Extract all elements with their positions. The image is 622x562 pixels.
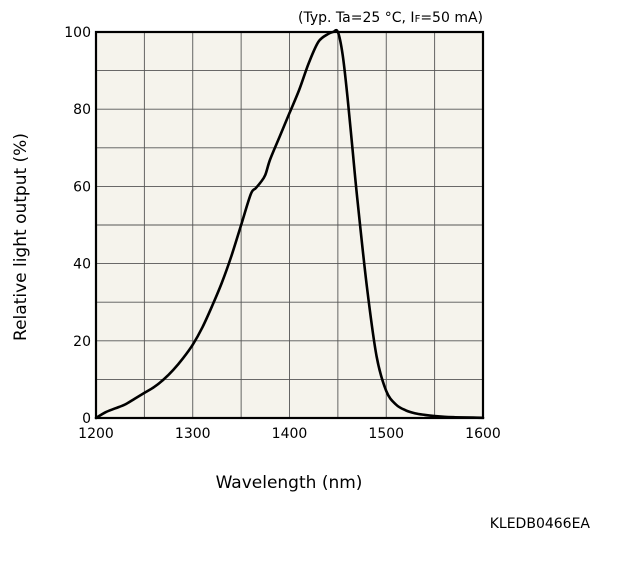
- y-tick-label: 80: [73, 102, 91, 118]
- grid-lines: [96, 32, 483, 418]
- x-tick-label: 1200: [78, 426, 114, 442]
- x-axis-ticks: 1200 1300 1400 1500 1600: [78, 426, 501, 442]
- figure-code: KLEDB0466EA: [490, 516, 591, 532]
- y-axis-title: Relative light output (%): [11, 133, 31, 341]
- x-tick-label: 1400: [272, 426, 308, 442]
- y-tick-label: 20: [73, 334, 91, 350]
- x-tick-label: 1500: [368, 426, 404, 442]
- x-tick-label: 1300: [175, 426, 211, 442]
- x-tick-label: 1600: [465, 426, 501, 442]
- condition-note: (Typ. Ta=25 °C, IF=50 mA): [298, 10, 483, 26]
- plot-frame: [94, 30, 485, 420]
- x-axis-title: Wavelength (nm): [216, 473, 363, 493]
- series-line-relative-output: [94, 28, 485, 420]
- y-axis-ticks: 0 20 40 60 80 100: [64, 25, 91, 427]
- y-tick-label: 40: [73, 257, 91, 273]
- y-tick-label: 0: [82, 411, 91, 427]
- y-tick-label: 100: [64, 25, 91, 41]
- y-tick-label: 60: [73, 179, 91, 195]
